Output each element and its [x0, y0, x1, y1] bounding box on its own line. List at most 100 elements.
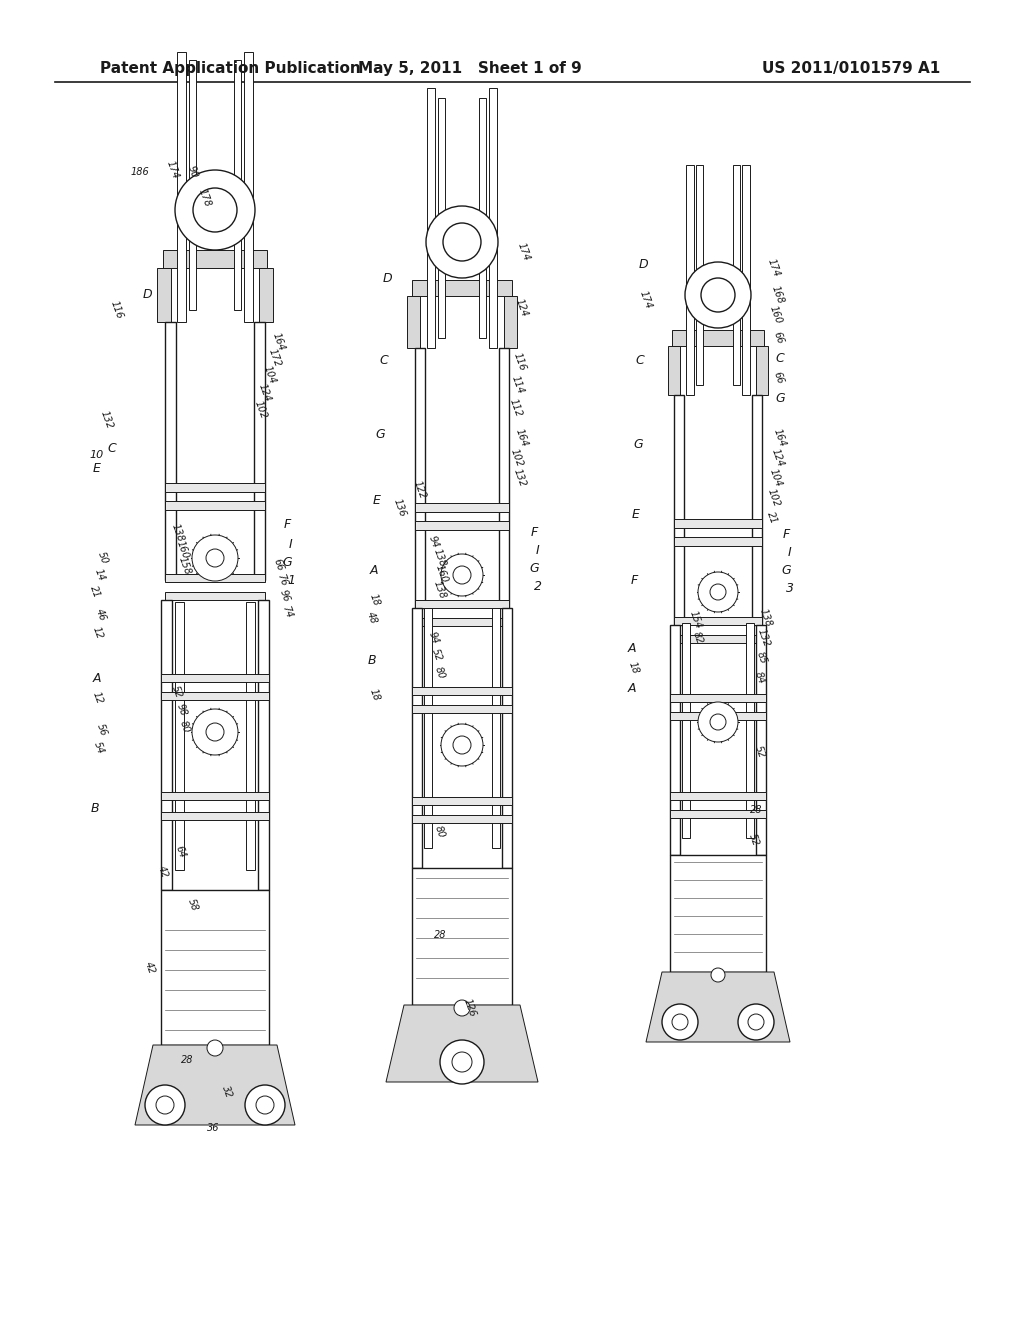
- Circle shape: [156, 1096, 174, 1114]
- Bar: [412, 797, 512, 805]
- Text: E: E: [373, 494, 381, 507]
- Text: 42: 42: [143, 961, 157, 975]
- Bar: [674, 616, 762, 624]
- Bar: [499, 348, 509, 609]
- Bar: [415, 618, 509, 626]
- Text: 138: 138: [432, 548, 447, 569]
- Bar: [161, 675, 269, 682]
- Text: 94: 94: [427, 535, 441, 549]
- Bar: [674, 519, 762, 528]
- Text: 21: 21: [765, 511, 779, 525]
- Circle shape: [206, 549, 224, 568]
- Text: E: E: [93, 462, 101, 474]
- Text: 160: 160: [434, 564, 450, 585]
- Bar: [424, 609, 432, 847]
- Bar: [165, 483, 265, 492]
- Text: 124: 124: [514, 297, 529, 318]
- Bar: [177, 51, 186, 322]
- Text: 50: 50: [96, 550, 110, 565]
- Circle shape: [443, 223, 481, 261]
- Bar: [246, 602, 255, 870]
- Text: 174: 174: [638, 289, 654, 310]
- Bar: [415, 348, 425, 609]
- Text: C: C: [775, 351, 784, 364]
- Text: 124: 124: [257, 383, 273, 404]
- Bar: [412, 869, 512, 1005]
- Polygon shape: [668, 346, 680, 395]
- Text: 94: 94: [427, 631, 441, 645]
- Text: 80: 80: [178, 719, 191, 735]
- Bar: [415, 503, 509, 512]
- Text: G: G: [529, 561, 539, 574]
- Text: 84: 84: [754, 671, 767, 685]
- Text: G: G: [375, 429, 385, 441]
- Bar: [752, 395, 762, 624]
- Text: 85: 85: [755, 651, 769, 665]
- Text: 3: 3: [786, 582, 794, 595]
- Bar: [161, 890, 269, 1045]
- Circle shape: [748, 1014, 764, 1030]
- Text: 21: 21: [88, 585, 101, 599]
- Text: 132: 132: [756, 627, 772, 648]
- Text: 10: 10: [90, 450, 104, 459]
- Text: 164: 164: [514, 428, 529, 449]
- Circle shape: [685, 261, 751, 327]
- Bar: [161, 792, 269, 800]
- Text: 172: 172: [267, 347, 283, 368]
- Text: 122: 122: [412, 479, 428, 500]
- Text: 164: 164: [271, 331, 287, 352]
- Polygon shape: [135, 1045, 295, 1125]
- Polygon shape: [756, 346, 768, 395]
- Polygon shape: [672, 330, 764, 346]
- Bar: [742, 165, 750, 395]
- Bar: [733, 165, 740, 385]
- Polygon shape: [386, 1005, 538, 1082]
- Text: 104: 104: [262, 364, 278, 385]
- Bar: [686, 165, 694, 395]
- Text: C: C: [380, 354, 388, 367]
- Text: 28: 28: [750, 805, 762, 814]
- Circle shape: [193, 535, 238, 581]
- Text: 154: 154: [688, 610, 703, 631]
- Text: 64: 64: [173, 845, 186, 859]
- Polygon shape: [504, 296, 517, 348]
- Text: 80: 80: [433, 665, 446, 681]
- Text: US 2011/0101579 A1: US 2011/0101579 A1: [762, 61, 940, 75]
- Text: 52: 52: [754, 744, 767, 759]
- Bar: [682, 623, 690, 838]
- Text: I: I: [289, 539, 293, 552]
- Text: 36: 36: [207, 1123, 219, 1133]
- Bar: [415, 521, 509, 531]
- Text: C: C: [108, 441, 117, 454]
- Text: B: B: [91, 801, 99, 814]
- Text: 174: 174: [766, 257, 782, 279]
- Text: 160: 160: [768, 305, 784, 326]
- Bar: [696, 165, 703, 385]
- Polygon shape: [407, 296, 420, 348]
- Text: F: F: [782, 528, 790, 541]
- Circle shape: [662, 1005, 698, 1040]
- Circle shape: [452, 1052, 472, 1072]
- Circle shape: [710, 714, 726, 730]
- Bar: [674, 395, 684, 624]
- Bar: [492, 609, 500, 847]
- Circle shape: [145, 1085, 185, 1125]
- Text: 178: 178: [197, 187, 213, 209]
- Polygon shape: [259, 268, 273, 322]
- Text: E: E: [632, 508, 640, 521]
- Circle shape: [738, 1005, 774, 1040]
- Circle shape: [193, 187, 237, 232]
- Circle shape: [441, 554, 483, 597]
- Circle shape: [256, 1096, 274, 1114]
- Text: 18: 18: [368, 593, 381, 607]
- Bar: [165, 502, 265, 510]
- Circle shape: [701, 279, 735, 312]
- Bar: [412, 686, 512, 696]
- Text: F: F: [284, 519, 291, 532]
- Bar: [438, 98, 445, 338]
- Text: 174: 174: [165, 160, 181, 181]
- Text: A: A: [628, 681, 636, 694]
- Bar: [412, 609, 422, 869]
- Text: 46: 46: [94, 607, 108, 623]
- Bar: [165, 574, 265, 582]
